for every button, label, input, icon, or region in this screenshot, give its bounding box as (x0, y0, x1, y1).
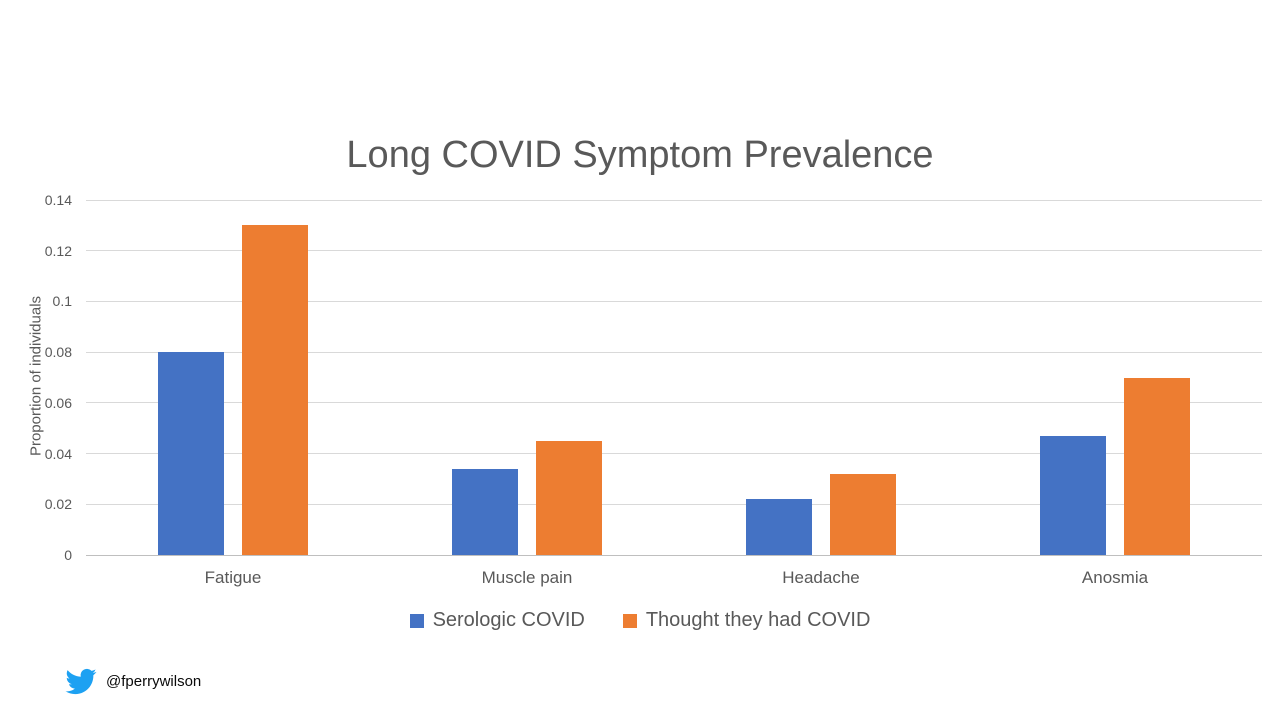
bar-thought-they-had-covid-muscle-pain (536, 440, 602, 555)
y-tick-label-0.1: 0.1 (52, 293, 72, 310)
gridline-0.14 (86, 199, 1262, 201)
category-label-fatigue: Fatigue (204, 568, 262, 587)
gridline-0.02 (86, 503, 1262, 505)
legend-item-serologic-covid: Serologic COVID (409, 609, 585, 632)
gridline-0.04 (86, 453, 1262, 455)
y-tick-label-0.04: 0.04 (44, 445, 72, 462)
gridline-0.1 (86, 300, 1262, 302)
bar-serologic-covid-headache (746, 499, 812, 555)
twitter-bird-icon (65, 668, 97, 694)
bar-thought-they-had-covid-anosmia (1124, 377, 1190, 555)
y-tick-label-0.06: 0.06 (44, 394, 72, 411)
bar-thought-they-had-covid-headache (830, 473, 896, 555)
y-tick-label-0: 0 (64, 547, 72, 563)
chart-title: Long COVID Symptom Prevalence (346, 134, 934, 176)
bar-serologic-covid-fatigue (158, 352, 224, 555)
y-tick-label-0.12: 0.12 (44, 242, 72, 259)
twitter-handle: @fperrywilson (106, 672, 202, 690)
category-label-anosmia: Anosmia (1081, 568, 1149, 587)
y-tick-label-0.08: 0.08 (44, 344, 72, 361)
legend-swatch-serologic-covid (409, 613, 424, 628)
y-axis-title: Proportion of individuals (27, 295, 45, 457)
gridline-0.08 (86, 351, 1262, 353)
bar-thought-they-had-covid-fatigue (242, 225, 308, 555)
category-label-muscle-pain: Muscle pain (481, 568, 573, 587)
bar-serologic-covid-muscle-pain (452, 468, 518, 555)
y-tick-label-0.02: 0.02 (44, 496, 72, 513)
legend: Serologic COVID Thought they had COVID (0, 609, 1280, 632)
legend-swatch-thought-they-had-covid (622, 613, 637, 628)
gridline-0.12 (86, 250, 1262, 252)
legend-label-thought-they-had-covid: Thought they had COVID (645, 609, 871, 631)
legend-item-thought-they-had-covid: Thought they had COVID (622, 609, 871, 632)
gridline-0 (86, 554, 1262, 556)
category-label-headache: Headache (782, 568, 860, 587)
legend-label-serologic-covid: Serologic COVID (432, 609, 585, 631)
y-tick-label-0.14: 0.14 (44, 192, 72, 208)
footer: @fperrywilson (62, 665, 201, 697)
bar-serologic-covid-anosmia (1040, 435, 1106, 555)
gridline-0.06 (86, 402, 1262, 404)
plot-area: 0 0.02 0.04 0.06 0.08 0.1 0.12 0.14 Fatigue Musc… (45, 192, 1262, 587)
